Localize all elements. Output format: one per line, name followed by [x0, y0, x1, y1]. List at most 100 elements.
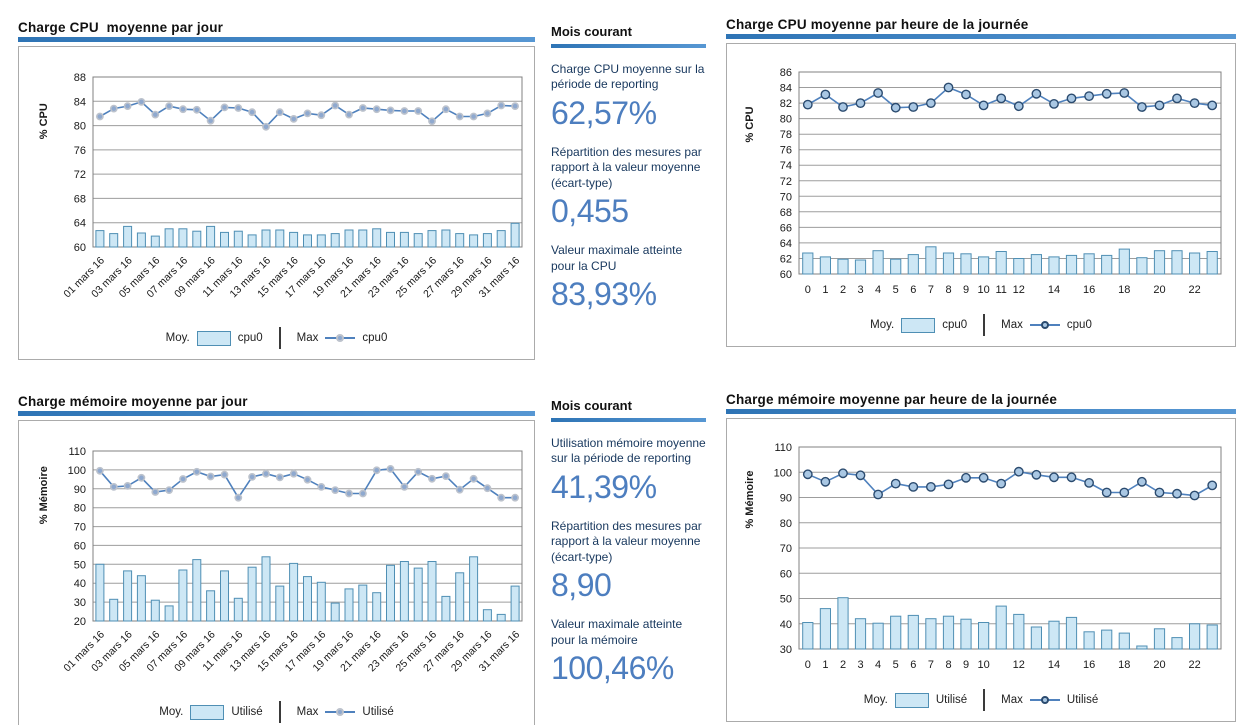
y-tick-label: 50 — [74, 559, 86, 571]
data-point — [483, 109, 492, 118]
bar — [1118, 632, 1130, 650]
y-tick-label: 84 — [780, 83, 792, 95]
legend-bar-swatch — [894, 692, 929, 708]
bar — [136, 575, 146, 622]
x-tick-label: 7 — [928, 659, 934, 671]
bar — [802, 622, 814, 650]
data-point — [943, 479, 954, 490]
x-tick-label: 9 — [963, 659, 969, 671]
bar — [1030, 254, 1042, 275]
stat-label: Valeur maximale atteinte pour la mémoire — [551, 617, 683, 647]
y-tick-label: 20 — [74, 616, 86, 628]
x-tick-label: 16 — [1083, 284, 1095, 296]
y-tick-label: 40 — [74, 578, 86, 590]
data-point — [1084, 478, 1094, 488]
y-tick-label: 60 — [74, 242, 86, 254]
bar — [1101, 254, 1113, 275]
data-point — [469, 474, 478, 483]
average-bars — [95, 222, 520, 248]
stat-memory-average: Utilisation mémoire moyenne sur la pério… — [551, 436, 706, 505]
data-point — [497, 101, 506, 110]
stat-cpu-max: Valeur maximale atteinte pour la CPU 83,… — [551, 243, 706, 312]
stat-value: 8,90 — [551, 566, 612, 603]
data-point — [428, 474, 436, 483]
y-tick-label: 64 — [74, 218, 86, 230]
bar — [427, 561, 437, 622]
y-tick-label: 68 — [780, 207, 792, 219]
x-tick-label: 18 — [1118, 659, 1130, 671]
data-point — [1031, 469, 1042, 480]
bar — [220, 231, 229, 248]
data-point — [1154, 100, 1165, 111]
panel-title-underline — [551, 418, 706, 422]
legend-separator — [278, 327, 281, 349]
data-point — [137, 473, 146, 482]
bar — [482, 233, 492, 248]
chart-cpu-daily: Charge CPU moyenne par jour 60 64 68 72 76 80… — [18, 20, 535, 360]
y-axis-title: % Mémoire — [744, 470, 756, 528]
data-point — [137, 98, 146, 106]
bar — [399, 561, 409, 622]
x-tick-label: 6 — [910, 284, 916, 296]
data-point — [1049, 472, 1059, 483]
legend-line-series: cpu0 — [362, 332, 388, 344]
max-line-markers — [802, 82, 1218, 113]
data-point — [289, 469, 298, 478]
legend-bar-swatch — [196, 330, 231, 346]
legend-bar-label: Moy. — [159, 706, 184, 718]
bar — [330, 602, 340, 622]
bar — [247, 566, 257, 622]
x-tick-label: 3 — [857, 284, 863, 296]
data-point — [234, 104, 243, 112]
legend-bar-label: Moy. — [165, 332, 190, 344]
legend-line-swatch — [325, 706, 356, 718]
legend-line-swatch — [1029, 319, 1060, 331]
stat-value: 100,46% — [551, 649, 674, 686]
bar — [109, 598, 119, 622]
data-point — [978, 100, 989, 111]
bar — [496, 230, 506, 248]
bar — [261, 229, 271, 248]
y-tick-label: 70 — [780, 191, 792, 203]
legend-line-series: Utilisé — [1066, 694, 1099, 706]
chart-title: Charge CPU moyenne par heure de la journ… — [726, 17, 1029, 32]
bar — [275, 229, 285, 248]
data-point — [96, 466, 104, 475]
data-point — [248, 473, 256, 481]
x-tick-label: 14 — [1048, 284, 1060, 296]
stat-memory-max: Valeur maximale atteinte pour la mémoire… — [551, 617, 706, 686]
max-line — [807, 86, 1213, 109]
data-point — [96, 112, 104, 121]
bar — [819, 256, 832, 275]
y-tick-label: 84 — [74, 96, 86, 108]
y-tick-label: 90 — [74, 484, 86, 496]
bar — [978, 622, 990, 650]
max-line-markers — [96, 98, 519, 131]
bar — [1171, 637, 1183, 650]
data-point — [275, 108, 284, 117]
bar — [344, 229, 354, 248]
bar — [109, 233, 119, 248]
y-tick-label: 80 — [74, 121, 86, 133]
data-point — [925, 98, 936, 108]
data-point — [123, 482, 132, 490]
y-tick-label: 70 — [780, 543, 792, 555]
data-point — [317, 483, 326, 491]
y-tick-label: 70 — [74, 522, 86, 534]
data-point — [1066, 472, 1077, 483]
bar — [872, 622, 884, 650]
data-point — [220, 470, 229, 479]
x-tick-label: 2 — [840, 284, 846, 296]
legend-line-series: Utilisé — [362, 706, 394, 718]
y-tick-label: 76 — [74, 145, 86, 157]
data-point — [1049, 99, 1059, 109]
plot-border — [92, 76, 523, 248]
legend-bar-swatch — [190, 704, 225, 720]
bar — [206, 590, 216, 622]
bar — [1206, 624, 1218, 650]
data-point — [943, 82, 954, 93]
legend-bar-series: cpu0 — [237, 332, 263, 344]
y-tick-label: 76 — [780, 145, 792, 157]
